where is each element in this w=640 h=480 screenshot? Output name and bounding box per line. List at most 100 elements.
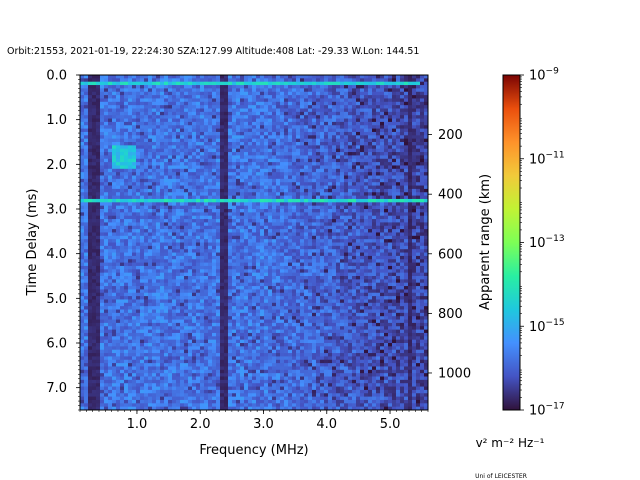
heatmap-cell [88, 95, 93, 99]
heatmap-cell [204, 399, 209, 404]
heatmap-cell [116, 406, 121, 411]
heatmap-cell [120, 329, 125, 334]
heatmap-cell [256, 212, 261, 217]
heatmap-cell [192, 252, 197, 257]
heatmap-cell [152, 105, 157, 109]
heatmap-cell [220, 396, 225, 401]
heatmap-cell [172, 302, 177, 307]
heatmap-cell [84, 289, 89, 294]
heatmap-cell [260, 269, 265, 274]
heatmap-cell [108, 289, 113, 294]
heatmap-cell [188, 125, 193, 130]
heatmap-cell [144, 359, 149, 364]
heatmap-cell [136, 403, 141, 408]
heatmap-cell [188, 95, 193, 99]
heatmap-cell [276, 98, 281, 103]
heatmap-cell [208, 155, 213, 160]
heatmap-cell [128, 128, 133, 133]
heatmap-cell [136, 286, 141, 290]
heatmap-cell [204, 289, 209, 294]
heatmap-cell [112, 329, 117, 334]
heatmap-cell [196, 168, 201, 173]
heatmap-cell [140, 182, 145, 187]
heatmap-cell [268, 145, 273, 150]
heatmap-cell [124, 306, 129, 310]
heatmap-cell [212, 356, 217, 361]
heatmap-cell [236, 152, 241, 156]
heatmap-cell [168, 95, 173, 99]
heatmap-cell [256, 215, 261, 220]
heatmap-cell [136, 302, 141, 307]
heatmap-cell [136, 162, 141, 166]
heatmap-cell [232, 396, 237, 401]
heatmap-cell [116, 272, 121, 277]
heatmap-cell [96, 282, 101, 287]
heatmap-cell [128, 302, 133, 307]
heatmap-cell [100, 85, 105, 89]
heatmap-cell [128, 145, 133, 150]
heatmap-cell [252, 148, 257, 153]
heatmap-cell [124, 212, 129, 217]
heatmap-cell [224, 215, 229, 220]
heatmap-cell [168, 369, 173, 374]
heatmap-cell [136, 242, 141, 247]
heatmap-cell [132, 232, 137, 237]
heatmap-cell [208, 202, 213, 207]
heatmap-cell [200, 175, 205, 180]
heatmap-cell [252, 373, 257, 377]
heatmap-cell [100, 111, 105, 116]
heatmap-cell [140, 272, 145, 277]
heatmap-cell [256, 265, 261, 270]
heatmap-cell [96, 383, 101, 388]
heatmap-cell [80, 346, 85, 351]
heatmap-cell [144, 276, 149, 280]
heatmap-cell [128, 115, 133, 120]
heatmap-cell [96, 175, 101, 180]
heatmap-cell [232, 75, 237, 79]
heatmap-cell [252, 389, 257, 394]
heatmap-cell [148, 178, 153, 183]
heatmap-cell [224, 245, 229, 250]
heatmap-cell [140, 282, 145, 287]
heatmap-cell [212, 312, 217, 317]
heatmap-cell [256, 339, 261, 344]
heatmap-cell [212, 105, 217, 109]
heatmap-cell [192, 376, 197, 381]
heatmap-cell [176, 329, 181, 334]
heatmap-cell [260, 138, 265, 143]
heatmap-cell [156, 322, 161, 327]
heatmap-cell [216, 386, 221, 391]
heatmap-cell [256, 148, 261, 153]
heatmap-cell [160, 299, 165, 304]
heatmap-cell [180, 353, 185, 357]
heatmap-cell [180, 326, 185, 331]
heatmap-cell [84, 225, 89, 230]
heatmap-cell [192, 302, 197, 307]
heatmap-cell [276, 148, 281, 153]
heatmap-cell [268, 188, 273, 193]
heatmap-cell [96, 131, 101, 136]
heatmap-cell [208, 306, 213, 310]
heatmap-cell [168, 383, 173, 388]
heatmap-cell [216, 396, 221, 401]
heatmap-cell [196, 346, 201, 351]
heatmap-cell [256, 406, 261, 411]
heatmap-cell [208, 235, 213, 240]
heatmap-cell [120, 289, 125, 294]
heatmap-cell [172, 249, 177, 254]
heatmap-cell [276, 219, 281, 223]
heatmap-cell [256, 379, 261, 384]
heatmap-cell [112, 192, 117, 197]
heatmap-cell [236, 349, 241, 354]
heatmap-cell [88, 182, 93, 187]
heatmap-cell [264, 252, 269, 257]
heatmap-cell [104, 343, 109, 347]
heatmap-cell [236, 296, 241, 300]
heatmap-cell [96, 162, 101, 166]
heatmap-cell [116, 148, 121, 153]
heatmap-cell [232, 316, 237, 321]
heatmap-cell [264, 118, 269, 123]
heatmap-cell [148, 111, 153, 116]
heatmap-cell [104, 185, 109, 190]
heatmap-cell [100, 108, 105, 113]
